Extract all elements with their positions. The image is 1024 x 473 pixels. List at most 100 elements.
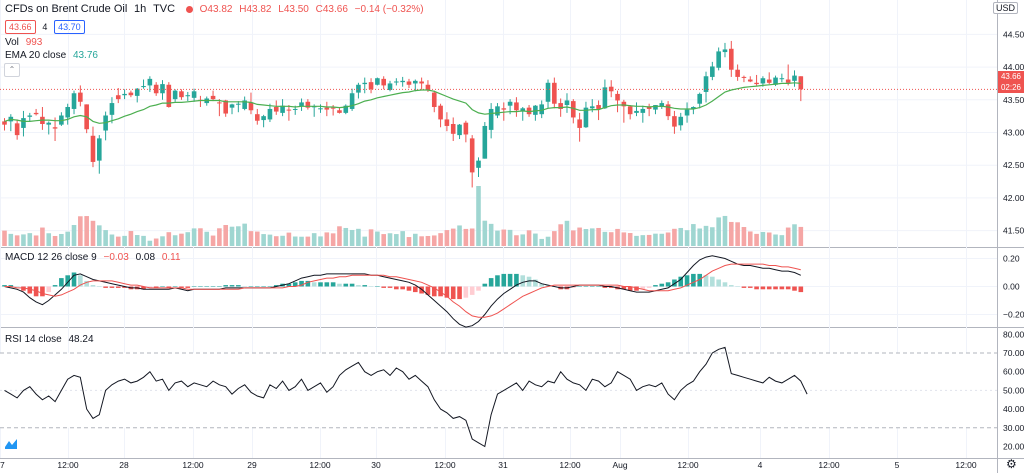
volume-bar xyxy=(539,238,544,246)
volume-bar xyxy=(33,235,39,246)
rsi-legend[interactable]: RSI 14 close 48.24 xyxy=(5,334,98,345)
macd-histogram-bar xyxy=(741,286,747,288)
volume-bar xyxy=(653,233,658,246)
macd-histogram-bar xyxy=(634,286,639,291)
volume-bar xyxy=(691,224,696,246)
candle-body xyxy=(191,91,197,98)
macd-histogram-bar xyxy=(627,286,633,291)
macd-histogram-bar xyxy=(141,286,146,290)
candle-body xyxy=(52,127,58,129)
candle-body xyxy=(665,104,671,117)
macd-legend[interactable]: MACD 12 26 close 9 −0.03 0.08 0.11 xyxy=(5,252,185,263)
macd-histogram-bar xyxy=(469,286,475,295)
volume-bar xyxy=(115,236,121,246)
macd-histogram-bar xyxy=(646,286,652,288)
volume-bar xyxy=(659,233,665,246)
currency-button[interactable]: USD xyxy=(992,2,1018,14)
bid-ask-row: 43.66 4 43.70 xyxy=(5,20,89,34)
macd-histogram-bar xyxy=(362,285,368,287)
volume-bar xyxy=(362,236,368,246)
macd-histogram-bar xyxy=(324,282,330,287)
candle-body xyxy=(514,102,519,111)
candle-body xyxy=(46,122,52,125)
tradingview-logo-icon[interactable] xyxy=(4,437,18,451)
volume-bar xyxy=(710,227,715,246)
x-tick-label: Aug xyxy=(612,460,627,470)
volume-bar xyxy=(564,220,570,246)
macd-histogram-bar xyxy=(602,286,608,288)
volume-bar xyxy=(381,234,386,246)
volume-bar xyxy=(172,235,178,246)
macd-histogram-bar xyxy=(217,286,222,287)
candle-body xyxy=(615,93,620,101)
rsi-tick-label: 40.00 xyxy=(1003,404,1024,414)
volume-bar xyxy=(760,231,766,246)
x-tick-label: 31 xyxy=(498,460,508,470)
macd-tick-label: −0.20 xyxy=(1003,310,1024,320)
ema-legend[interactable]: EMA 20 close 43.76 xyxy=(5,50,102,61)
volume-bar xyxy=(476,186,481,246)
candle-body xyxy=(602,87,608,109)
volume-bar xyxy=(128,231,134,246)
volume-legend[interactable]: Vol 993 xyxy=(5,37,46,48)
macd-histogram-bar xyxy=(330,282,336,287)
volume-bar xyxy=(349,229,355,246)
volume-bar xyxy=(318,236,323,246)
volume-bar xyxy=(552,231,557,246)
macd-histogram-bar xyxy=(21,286,26,291)
volume-bar xyxy=(482,220,488,246)
candle-body xyxy=(387,83,393,90)
volume-bar xyxy=(59,233,64,246)
volume-bar xyxy=(223,225,228,246)
ask-badge[interactable]: 43.70 xyxy=(54,20,85,34)
volume-bar xyxy=(46,233,52,246)
macd-histogram-bar xyxy=(273,285,279,287)
candle-body xyxy=(627,106,633,115)
candle-body xyxy=(242,100,247,109)
volume-bar xyxy=(431,235,437,246)
volume-bar xyxy=(438,233,443,246)
y-tick-label: 44.00 xyxy=(1003,62,1024,72)
volume-bar xyxy=(798,226,804,246)
collapse-legend-icon[interactable]: ⌃ xyxy=(4,63,20,77)
macd-histogram-bar xyxy=(109,286,115,288)
candle-body xyxy=(229,104,235,108)
candle-body xyxy=(798,76,804,90)
rsi-pane xyxy=(0,346,997,448)
candle-body xyxy=(14,123,20,136)
candle-body xyxy=(65,106,70,118)
macd-histogram-bar xyxy=(514,273,519,287)
symbol-name[interactable]: CFDs on Brent Crude Oil xyxy=(5,3,128,15)
macd-histogram-bar xyxy=(431,286,437,297)
x-tick-label: 12:00 xyxy=(57,460,79,470)
macd-histogram-bar xyxy=(122,286,127,288)
macd-histogram-bar xyxy=(792,286,797,291)
candle-body xyxy=(337,110,342,113)
macd-histogram-bar xyxy=(482,283,488,287)
rsi-tick-label: 70.00 xyxy=(1003,348,1024,358)
x-tick-label: 30 xyxy=(371,460,381,470)
settings-gear-icon[interactable]: ⚙ xyxy=(1006,457,1017,471)
macd-histogram-bar xyxy=(2,285,7,287)
bid-badge[interactable]: 43.66 xyxy=(5,20,36,34)
macd-histogram-bar xyxy=(248,286,254,287)
volume-bar xyxy=(255,231,260,246)
macd-histogram-bar xyxy=(735,286,740,287)
volume-bar xyxy=(141,235,146,246)
interval-label[interactable]: 1h xyxy=(134,3,147,15)
candle-body xyxy=(659,103,665,107)
volume-bar xyxy=(8,233,14,246)
volume-bar xyxy=(204,231,210,246)
macd-histogram-bar xyxy=(59,278,64,287)
volume-bar xyxy=(779,235,785,246)
candle-body xyxy=(223,100,228,114)
volume-bar xyxy=(495,230,500,246)
volume-bar xyxy=(147,240,153,246)
candle-body xyxy=(33,112,39,115)
volume-bar xyxy=(292,236,298,246)
macd-histogram-bar xyxy=(659,283,665,287)
volume-bar xyxy=(311,233,317,246)
macd-histogram-bar xyxy=(242,286,247,287)
candle-body xyxy=(431,92,437,107)
